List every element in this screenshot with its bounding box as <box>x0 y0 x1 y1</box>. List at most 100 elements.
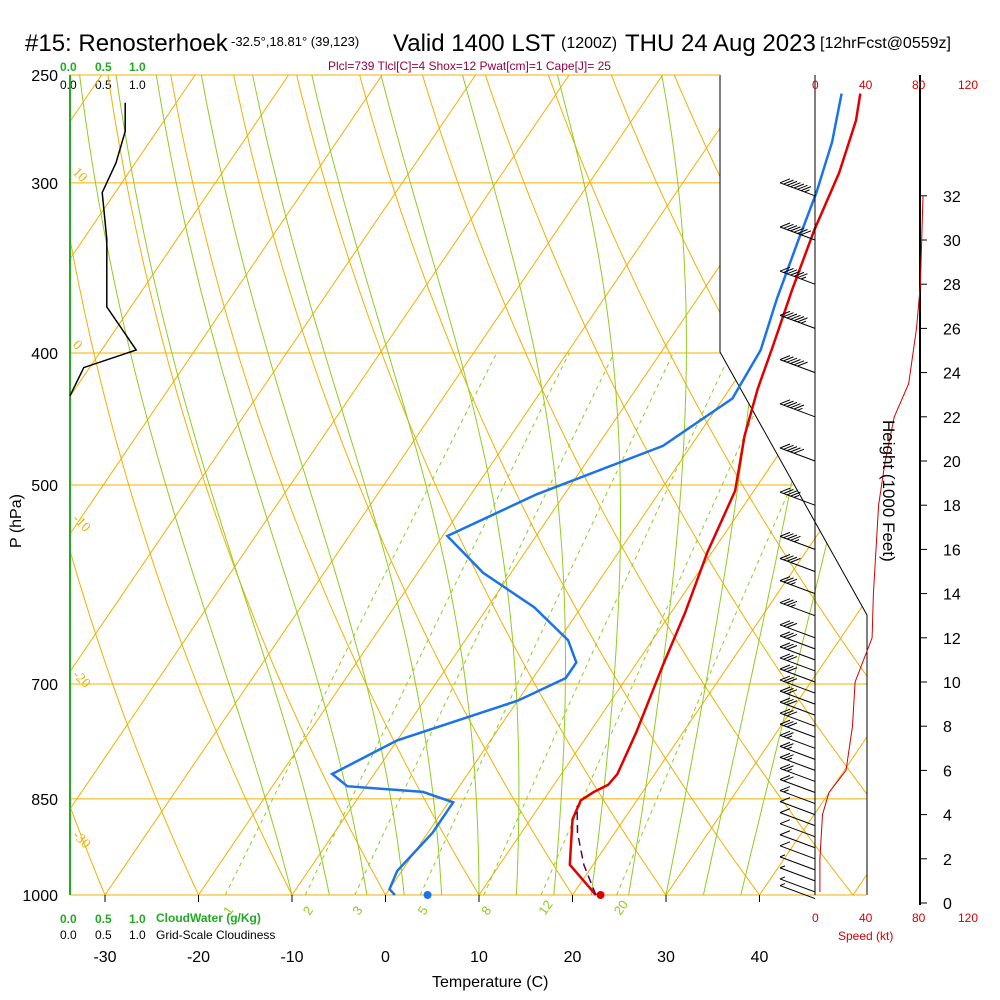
wind-barb <box>779 598 816 617</box>
temperature-tick-label: 30 <box>657 949 675 966</box>
bottom-black-2: 1.0 <box>129 928 146 942</box>
cloudiness-label: Grid-Scale Cloudiness <box>156 928 275 942</box>
y-axis-title: P (hPa) <box>8 494 25 548</box>
height-tick-label: 0 <box>943 896 952 913</box>
wind-barb <box>779 841 816 860</box>
wind-barb <box>779 664 816 683</box>
surface-temperature-point <box>596 891 605 899</box>
dry-adiabat-label: -20 <box>69 668 93 692</box>
wind-barb <box>779 355 816 374</box>
mixing-ratio-label: 3 <box>349 903 365 918</box>
dry-adiabat-line <box>477 75 867 895</box>
height-tick-label: 32 <box>943 189 961 206</box>
height-tick-label: 28 <box>943 277 961 294</box>
dry-adiabat-line <box>414 75 867 895</box>
height-tick-label: 16 <box>943 542 961 559</box>
profile-lines <box>69 93 862 899</box>
wind-barb <box>779 443 816 462</box>
isotherm-line <box>759 75 867 895</box>
speed-top-1: 40 <box>859 78 873 92</box>
temperature-tick-label: 40 <box>751 949 769 966</box>
height-tick-label: 18 <box>943 498 961 515</box>
wind-barb <box>779 653 816 672</box>
dry-adiabat-line <box>725 75 867 895</box>
parcel-line <box>576 805 597 896</box>
x-axis-title: Temperature (C) <box>432 974 548 991</box>
dry-adiabat-label: 0 <box>69 338 85 354</box>
background-labels: 1235812200102030100-10-20-30 <box>69 165 631 918</box>
moist-adiabat-line <box>740 75 867 895</box>
wind-barb <box>779 686 816 705</box>
dry-adiabat-line <box>103 75 403 895</box>
stability-indices: Plcl=739 Tlcl[C]=4 Shox=12 Pwat[cm]=1 Ca… <box>328 59 611 73</box>
moist-adiabat-line <box>380 75 520 895</box>
isotherm-line <box>852 75 867 895</box>
speed-top-0: 0 <box>812 78 819 92</box>
wind-barb <box>779 554 816 572</box>
temperature-tick-label: 10 <box>470 949 488 966</box>
wind-barb <box>779 620 816 639</box>
dry-adiabat-label: -30 <box>69 828 93 852</box>
top-green-2: 1.0 <box>129 60 146 74</box>
wind-barb <box>779 719 816 738</box>
zulu-time: (1200Z) <box>561 35 617 52</box>
height-tick-label: 24 <box>943 366 961 383</box>
wind-barb <box>779 808 816 827</box>
dry-adiabat-line <box>70 75 213 895</box>
mixing-ratio-label: 5 <box>415 903 431 918</box>
wind-barb <box>779 741 816 760</box>
dry-adiabat-line <box>601 75 867 895</box>
mixing-ratio-line <box>419 352 674 895</box>
pressure-tick-label: 850 <box>31 792 58 809</box>
height-tick-label: 26 <box>943 321 961 338</box>
wind-barb <box>779 576 816 595</box>
height-tick-label: 12 <box>943 631 961 648</box>
surface-dewpoint-point <box>423 891 432 899</box>
dry-adiabat-line <box>663 75 867 895</box>
wind-speed-line <box>819 195 924 892</box>
isotherm-line <box>70 75 290 895</box>
wind-barb <box>779 786 816 805</box>
dry-adiabat-label: -10 <box>69 512 93 536</box>
isotherm-line <box>478 75 867 895</box>
moist-adiabat-line <box>155 75 368 895</box>
wind-barb <box>779 730 816 749</box>
isotherm-line <box>0 75 8 895</box>
mixing-ratio-line <box>224 352 498 895</box>
mixing-ratio-line <box>540 352 783 895</box>
pressure-tick-label: 250 <box>31 68 58 85</box>
mixing-ratio-line <box>354 352 615 895</box>
top-black-0: 0.0 <box>60 78 77 92</box>
height-tick-label: 2 <box>943 852 952 869</box>
moist-adiabat-line <box>556 75 621 895</box>
skewt-boundary <box>719 75 868 895</box>
wind-barb <box>779 266 816 285</box>
background-lines <box>0 75 867 895</box>
wind-barb <box>779 797 816 816</box>
forecast-date: THU 24 Aug 2023 <box>625 30 816 57</box>
wind-barb <box>779 178 816 197</box>
moist-adiabat-line <box>200 75 405 895</box>
temperature-tick-label: 0 <box>381 949 390 966</box>
pressure-tick-label: 400 <box>31 346 58 363</box>
wind-barb <box>779 222 816 241</box>
pressure-tick-label: 700 <box>31 677 58 694</box>
moist-adiabat-line <box>462 75 566 895</box>
speed-bottom-1: 40 <box>859 911 873 925</box>
height-tick-label: 4 <box>943 808 952 825</box>
dry-adiabat-line <box>352 75 782 895</box>
wind-barb <box>779 763 816 782</box>
speed-axis-label: Speed (kt) <box>838 929 893 943</box>
top-black-1: 0.5 <box>95 78 112 92</box>
dry-adiabat-line <box>228 75 592 895</box>
top-black-2: 1.0 <box>129 78 146 92</box>
mixing-ratio-line <box>483 352 731 895</box>
station-location: -32.5°,18.81° (39,123) <box>231 34 359 49</box>
dry-adiabat-line <box>166 75 497 895</box>
wind-barb <box>779 310 816 329</box>
wind-barb <box>779 708 816 727</box>
isotherm-line <box>70 75 383 895</box>
